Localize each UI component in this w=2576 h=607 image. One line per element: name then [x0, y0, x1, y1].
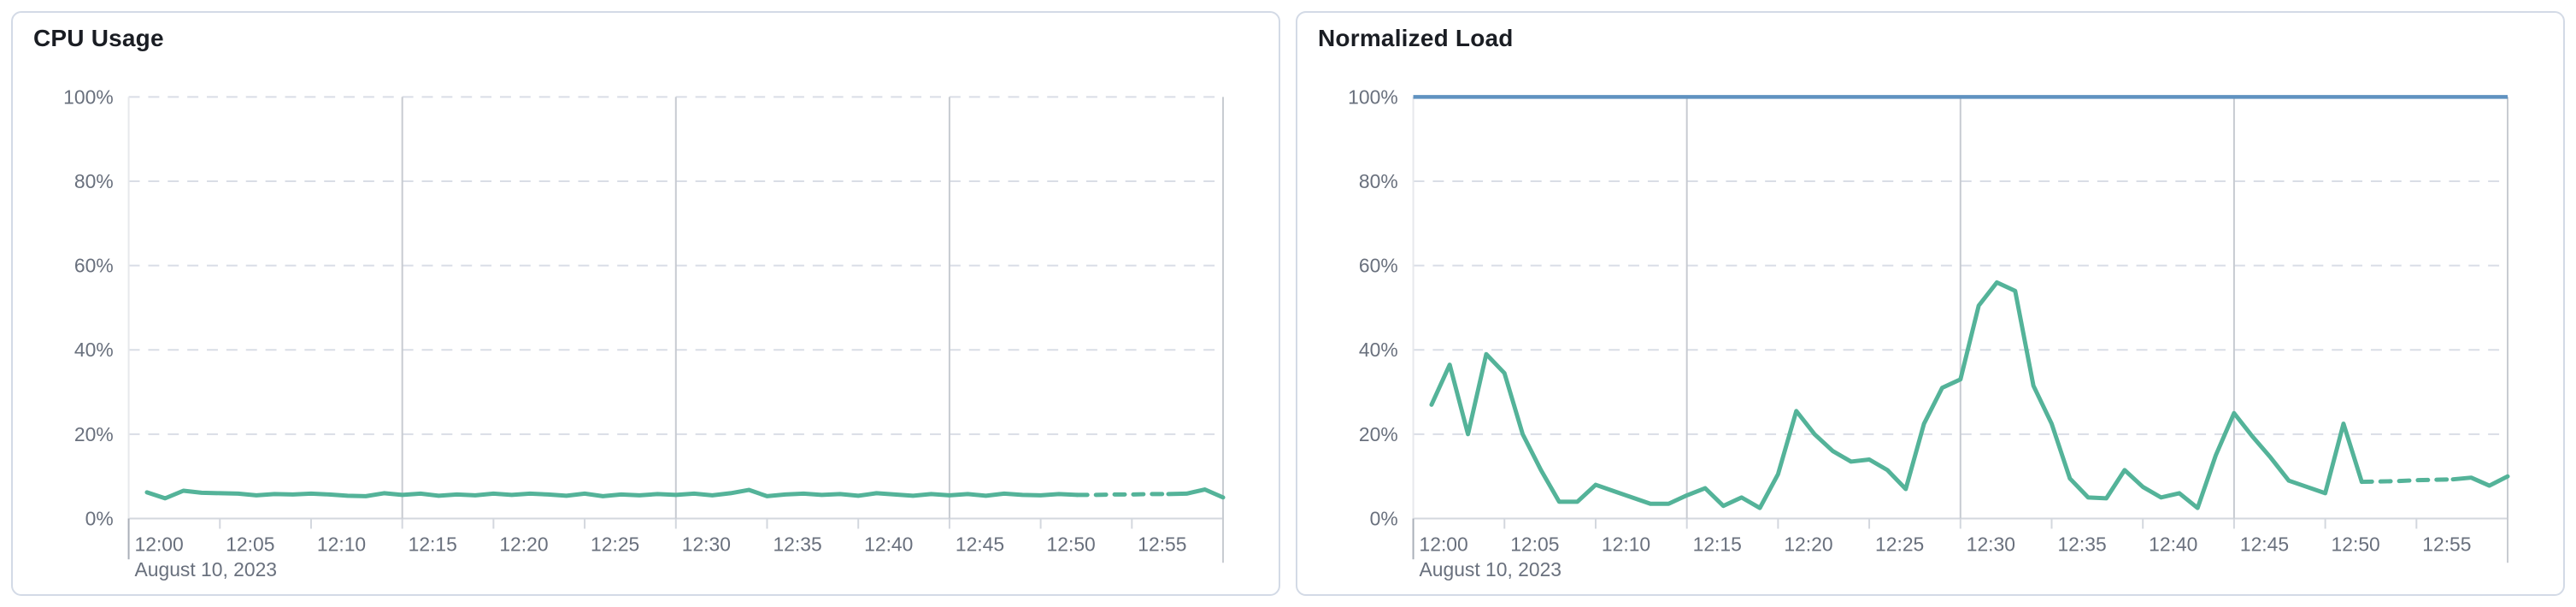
x-axis-label: 12:05: [226, 533, 274, 555]
y-axis-label: 60%: [74, 255, 114, 277]
normalized-load-line-dashed: [2359, 477, 2455, 485]
x-axis-label: 12:25: [1875, 533, 1924, 555]
y-axis-label: 100%: [63, 85, 113, 108]
x-axis-label: 12:00: [135, 533, 184, 555]
x-axis-label: 12:05: [1510, 533, 1559, 555]
x-axis-label: 12:10: [1602, 533, 1650, 555]
x-axis-label: 12:15: [409, 533, 457, 555]
x-axis-label: 12:35: [773, 533, 821, 555]
x-axis-label: 12:45: [2240, 533, 2289, 555]
y-axis-label: 60%: [1359, 255, 1398, 277]
y-axis-label: 80%: [74, 170, 114, 192]
y-axis-label: 80%: [1359, 170, 1398, 192]
y-axis-label: 40%: [74, 339, 114, 361]
normalized-load-chart[interactable]: 0% 20% 40% 60% 80% 100% 12:00 12:05 12:10 12:15 12…: [1297, 13, 2563, 594]
x-axis-label: 12:30: [1967, 533, 2015, 555]
y-axis-label: 20%: [1359, 423, 1398, 445]
cpu-usage-line-dashed: [1074, 492, 1171, 498]
x-axis-label: 12:50: [2332, 533, 2380, 555]
x-axis-label: 12:35: [2057, 533, 2106, 555]
x-axis-label: 12:55: [2422, 533, 2471, 555]
x-axis-label: 12:40: [2149, 533, 2197, 555]
x-axis-label: 12:25: [591, 533, 639, 555]
cpu-usage-chart[interactable]: 0% 20% 40% 60% 80% 100% 12:00 12:05 12:10 12:15 12…: [13, 13, 1279, 594]
x-axis-label: 12:50: [1047, 533, 1096, 555]
x-axis-label: 12:40: [864, 533, 913, 555]
cpu-usage-title: CPU Usage: [33, 25, 164, 51]
normalized-load-panel: 0% 20% 40% 60% 80% 100% 12:00 12:05 12:10 12:15 12…: [1296, 11, 2565, 596]
cpu-usage-line: [144, 487, 1079, 501]
x-axis-label: 12:20: [1784, 533, 1832, 555]
y-axis-label: 0%: [1370, 507, 1398, 529]
x-axis-label: 12:10: [317, 533, 366, 555]
y-axis-label: 40%: [1359, 339, 1398, 361]
y-axis-label: 0%: [85, 507, 114, 529]
cpu-usage-line-tail: [1166, 487, 1226, 500]
normalized-load-line: [1429, 280, 2364, 510]
x-axis-label: 12:15: [1693, 533, 1742, 555]
y-axis-label: 20%: [74, 423, 114, 445]
x-axis-label: 12:00: [1420, 533, 1468, 555]
x-axis-date-label: August 10, 2023: [1420, 558, 1562, 580]
y-axis-label: 100%: [1348, 85, 1397, 108]
cpu-usage-panel: 0% 20% 40% 60% 80% 100% 12:00 12:05 12:10 12:15 12…: [11, 11, 1280, 596]
x-axis-label: 12:20: [499, 533, 548, 555]
normalized-load-line-tail: [2450, 474, 2510, 488]
x-axis-label: 12:45: [956, 533, 1004, 555]
x-axis-label: 12:30: [682, 533, 731, 555]
normalized-load-title: Normalized Load: [1318, 25, 1514, 51]
x-axis-label: 12:55: [1138, 533, 1186, 555]
x-axis-date-label: August 10, 2023: [135, 558, 278, 580]
